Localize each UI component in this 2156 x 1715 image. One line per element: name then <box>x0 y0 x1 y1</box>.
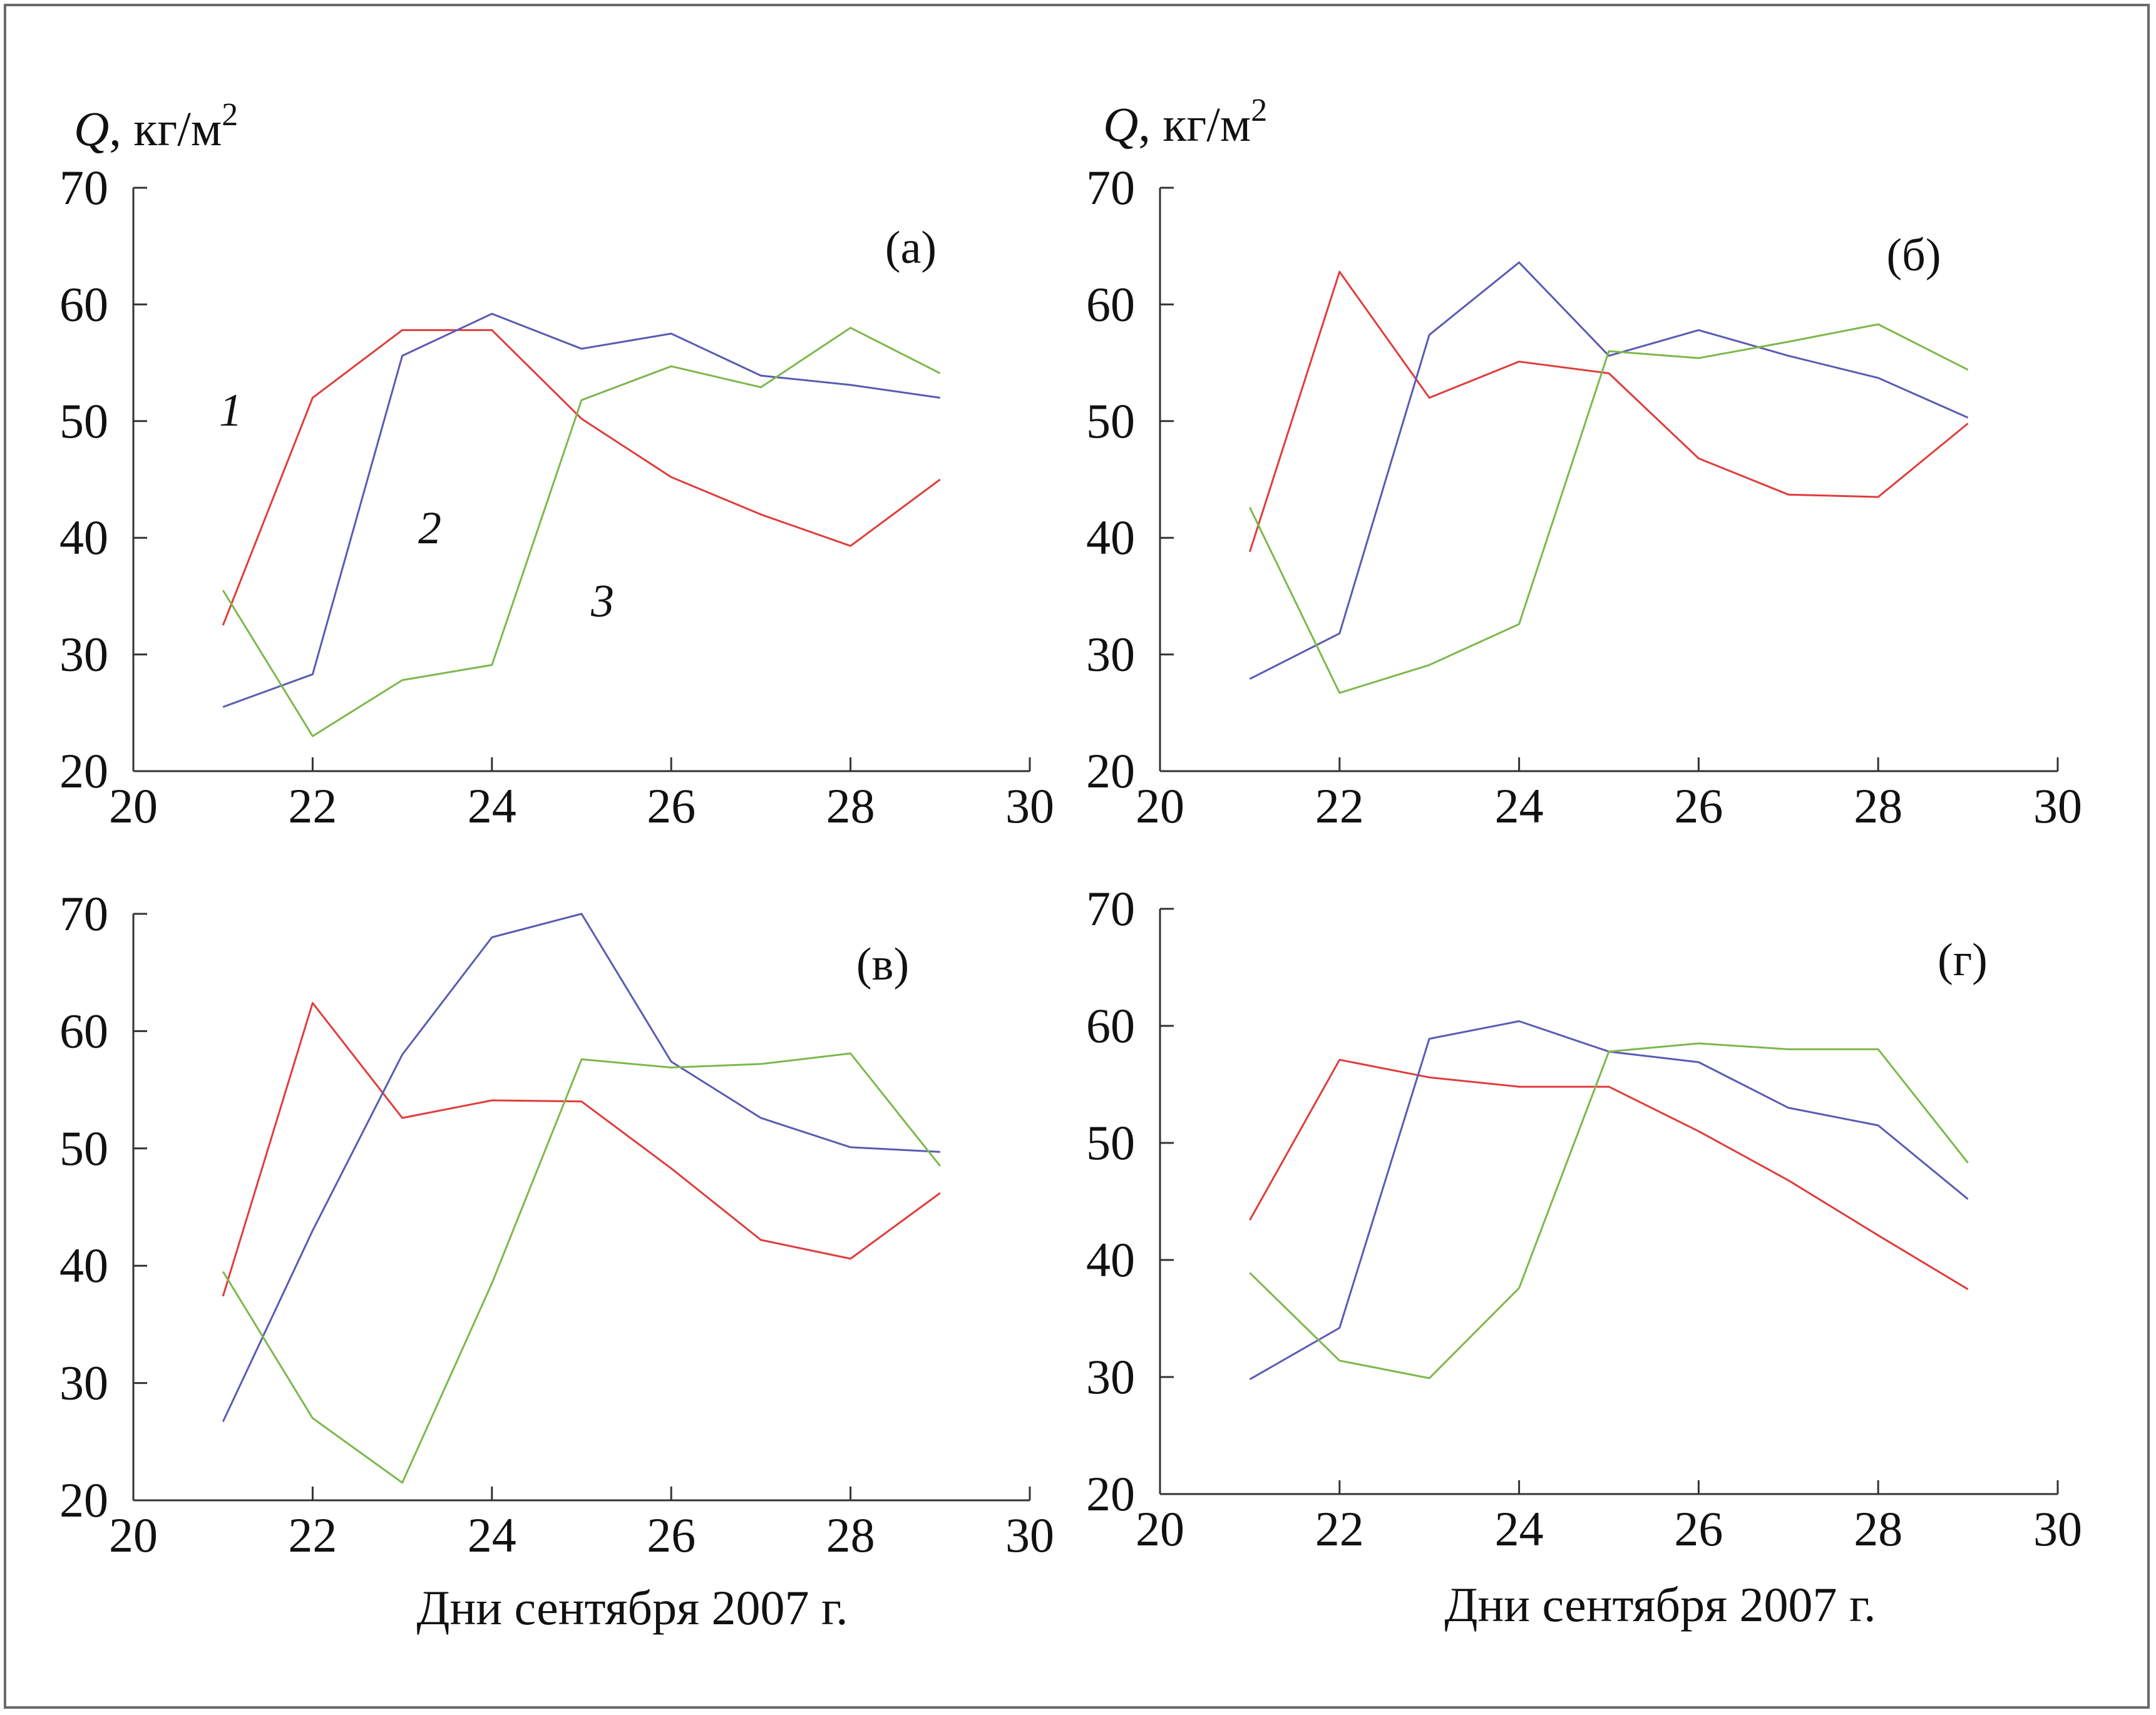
series-2-line <box>222 913 940 1423</box>
x-tick-label: 24 <box>468 779 516 833</box>
x-tick-label: 26 <box>1674 779 1723 833</box>
x-tick-label: 24 <box>1495 779 1544 833</box>
x-tick-label: 30 <box>2033 1502 2082 1556</box>
x-tick-label: 22 <box>288 1508 337 1562</box>
panel-v: 20 30 40 50 60 70 20 22 24 26 28 30 (в) <box>59 886 1054 1562</box>
figure-frame <box>4 4 2150 1709</box>
y-tick-label: 20 <box>1086 1467 1135 1521</box>
y-tick-label: 40 <box>59 510 108 565</box>
y-tick-label: 20 <box>59 1473 108 1527</box>
y-tick-label: 50 <box>59 394 108 448</box>
x-tick-label: 20 <box>109 1508 158 1562</box>
y-tick-label: 20 <box>1086 744 1135 798</box>
series-3-line <box>222 1052 941 1484</box>
y-tick-label: 70 <box>59 886 108 941</box>
y-tick-label: 20 <box>59 744 108 798</box>
curve-label-2: 2 <box>418 503 441 554</box>
x-tick-label: 26 <box>647 779 696 833</box>
panel-label: (а) <box>885 222 937 274</box>
y-tick-label: 70 <box>59 160 108 215</box>
y-tick-label: 40 <box>1086 510 1135 565</box>
series-1-line <box>1249 1058 1969 1291</box>
y-tick-label: 40 <box>1086 1232 1135 1287</box>
x-tick-label: 22 <box>1315 1502 1364 1556</box>
y-tick-label: 70 <box>1086 160 1135 215</box>
x-tick-label: 26 <box>647 1508 696 1562</box>
curve-label-3: 3 <box>590 576 614 627</box>
y-tick-label: 60 <box>1086 998 1135 1053</box>
x-tick-label: 26 <box>1674 1502 1723 1556</box>
y-tick-label: 50 <box>59 1121 108 1175</box>
series-3-line <box>1249 1042 1969 1380</box>
x-tick-label: 20 <box>1136 1502 1184 1556</box>
series-2-line <box>222 312 941 708</box>
y-tick-label: 30 <box>1086 1349 1135 1404</box>
x-tick-label: 28 <box>826 1508 875 1562</box>
series-3-line <box>1249 323 1969 694</box>
x-tick-label: 20 <box>1136 779 1184 833</box>
y-tick-label: 60 <box>59 277 108 331</box>
x-tick-label: 30 <box>2033 779 2082 833</box>
y-tick-label: 50 <box>1086 1115 1135 1170</box>
y-axis-label-b: Q, кг/м2 <box>1103 93 1267 151</box>
panel-g: 20 30 40 50 60 70 20 22 24 26 28 30 (г) <box>1086 881 2082 1556</box>
x-tick-label: 22 <box>1315 779 1364 833</box>
series-1-line <box>1248 270 1969 553</box>
y-tick-label: 70 <box>1086 881 1135 936</box>
x-tick-label: 30 <box>1005 779 1054 833</box>
panel-label: (г) <box>1938 934 1988 986</box>
x-tick-label: 22 <box>288 779 337 833</box>
x-tick-label: 28 <box>1854 1502 1902 1556</box>
series-3-line <box>222 327 941 737</box>
y-tick-label: 30 <box>1086 627 1135 682</box>
y-tick-label: 40 <box>59 1238 108 1293</box>
y-tick-label: 30 <box>59 1356 108 1410</box>
x-tick-label: 28 <box>1854 779 1902 833</box>
y-tick-label: 30 <box>59 627 108 682</box>
panel-label: (б) <box>1887 230 1941 281</box>
x-tick-label: 30 <box>1005 1508 1054 1562</box>
x-tick-label: 24 <box>1495 1502 1544 1556</box>
y-tick-label: 50 <box>1086 394 1135 448</box>
y-tick-label: 60 <box>1086 277 1135 331</box>
x-tick-label: 24 <box>468 1508 516 1562</box>
curve-label-1: 1 <box>219 385 242 436</box>
panel-b: 20 30 40 50 60 70 20 22 24 26 28 30 (б) <box>1086 160 2082 833</box>
x-axis-label-v: Дни сентября 2007 г. <box>416 1580 848 1635</box>
panel-a: 20 30 40 50 60 70 20 22 24 26 28 30 (а) <box>59 160 1054 833</box>
series-1-line <box>222 329 941 626</box>
series-1-line <box>222 1001 941 1297</box>
panel-label: (в) <box>856 939 909 990</box>
x-axis-label-g: Дни сентября 2007 г. <box>1444 1577 1876 1632</box>
y-axis-label-a: Q, кг/м2 <box>74 97 238 156</box>
series-2-line <box>1249 1020 1969 1381</box>
x-tick-label: 28 <box>826 779 875 833</box>
series-2-line <box>1249 261 1969 680</box>
y-tick-label: 60 <box>59 1003 108 1058</box>
x-tick-label: 20 <box>109 779 158 833</box>
